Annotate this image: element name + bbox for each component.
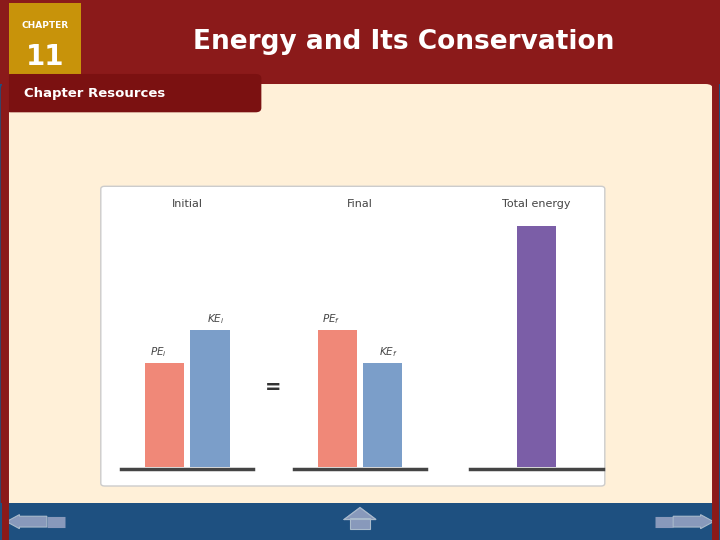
Text: Final: Final bbox=[347, 199, 373, 209]
Text: CHAPTER: CHAPTER bbox=[21, 21, 68, 30]
Text: $KE_f$: $KE_f$ bbox=[379, 345, 398, 359]
FancyBboxPatch shape bbox=[2, 83, 714, 511]
Text: $PE_i$: $PE_i$ bbox=[150, 345, 167, 359]
Text: Chapter Resources: Chapter Resources bbox=[24, 86, 165, 100]
FancyBboxPatch shape bbox=[190, 330, 230, 467]
FancyBboxPatch shape bbox=[101, 186, 605, 486]
Text: Energy and Its Conservation: Energy and Its Conservation bbox=[192, 29, 614, 55]
Text: $PE_f$: $PE_f$ bbox=[323, 312, 341, 326]
Text: Energy Bar Graphs: Energy Bar Graphs bbox=[40, 87, 261, 107]
Text: =: = bbox=[266, 378, 282, 397]
Polygon shape bbox=[344, 508, 376, 519]
Text: Initial: Initial bbox=[171, 199, 203, 209]
FancyBboxPatch shape bbox=[517, 226, 557, 467]
FancyBboxPatch shape bbox=[5, 74, 261, 112]
FancyBboxPatch shape bbox=[318, 330, 357, 467]
FancyBboxPatch shape bbox=[145, 363, 184, 467]
Text: Total energy: Total energy bbox=[502, 199, 571, 209]
FancyBboxPatch shape bbox=[0, 503, 720, 540]
FancyArrow shape bbox=[6, 515, 47, 529]
Text: $KE_i$: $KE_i$ bbox=[207, 312, 225, 326]
FancyArrow shape bbox=[673, 515, 714, 529]
FancyBboxPatch shape bbox=[0, 0, 720, 84]
Text: 11: 11 bbox=[25, 43, 64, 71]
FancyBboxPatch shape bbox=[9, 3, 81, 81]
FancyBboxPatch shape bbox=[363, 363, 402, 467]
FancyBboxPatch shape bbox=[350, 518, 370, 529]
